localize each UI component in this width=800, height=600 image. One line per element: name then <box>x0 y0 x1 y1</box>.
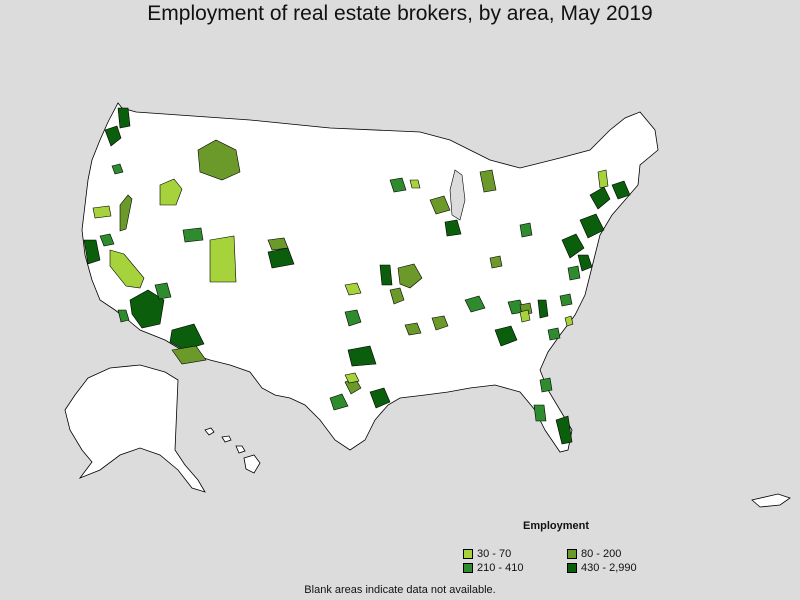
legend-item-430-2990: 430 - 2,990 <box>567 562 677 574</box>
map-title: Employment of real estate brokers, by ar… <box>147 2 653 25</box>
areas-30-70 <box>92 169 609 384</box>
legend-label: 80 - 200 <box>581 548 622 560</box>
legend-swatch <box>463 563 473 573</box>
legend-label: 210 - 410 <box>477 562 524 574</box>
legend-swatch <box>567 563 577 573</box>
legend-item-210-410: 210 - 410 <box>463 562 567 574</box>
hawaii-land <box>204 427 261 474</box>
areas-430-2990 <box>83 107 631 445</box>
legend-label: 30 - 70 <box>477 548 512 560</box>
legend-swatch <box>567 549 577 559</box>
areas-210-410 <box>99 163 581 422</box>
great-lakes <box>449 169 466 221</box>
legend: Employment 30 - 70 80 - 200 210 - 410 43… <box>463 520 683 574</box>
footnote: Blank areas indicate data not available. <box>304 584 496 596</box>
legend-item-80-200: 80 - 200 <box>567 548 677 560</box>
areas-80-200 <box>119 139 533 395</box>
alaska-land <box>64 364 206 493</box>
legend-item-30-70: 30 - 70 <box>463 548 567 560</box>
puerto-rico-land <box>751 493 791 508</box>
legend-swatch <box>463 549 473 559</box>
legend-title: Employment <box>523 520 590 532</box>
legend-label: 430 - 2,990 <box>581 562 637 574</box>
